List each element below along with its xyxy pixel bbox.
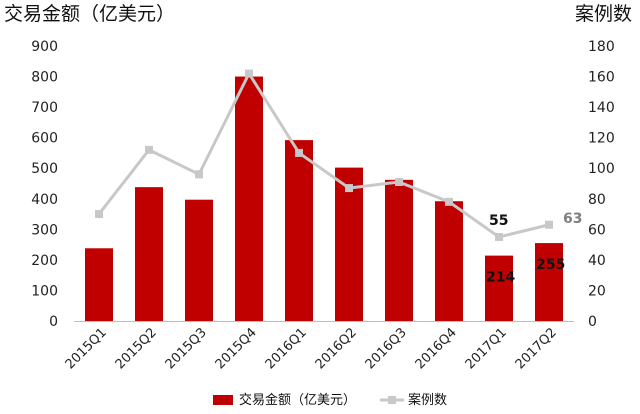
left-tick-label: 900 (31, 39, 58, 55)
bar (235, 76, 263, 321)
right-tick-label: 180 (588, 39, 615, 55)
x-axis-ticks: 2015Q1 2015Q2 2015Q3 2015Q4 2016Q1 2016Q2 2016… (63, 321, 574, 372)
legend-line-label: 案例数 (408, 393, 447, 408)
left-tick-label: 600 (31, 131, 58, 147)
line-point (95, 210, 103, 219)
left-tick-label: 400 (31, 192, 58, 208)
legend-bar-label: 交易金额（亿美元） (239, 392, 356, 408)
line-point (295, 148, 303, 157)
left-tick-label: 700 (31, 100, 58, 116)
x-tick-label: 2017Q1 (463, 325, 510, 372)
x-tick-label: 2015Q3 (163, 325, 210, 372)
left-tick-label: 800 (31, 70, 58, 86)
left-tick-label: 300 (31, 222, 58, 238)
right-tick-label: 100 (588, 161, 615, 177)
bar (185, 199, 213, 321)
x-tick-label: 2015Q2 (113, 325, 160, 372)
legend-bar-swatch (213, 395, 233, 405)
bar (535, 243, 563, 321)
data-label: 63 (563, 211, 582, 227)
line-point (195, 170, 203, 179)
x-tick-label: 2017Q2 (513, 325, 560, 372)
bar (285, 140, 313, 321)
right-tick-label: 140 (588, 100, 615, 116)
left-tick-label: 0 (49, 314, 58, 330)
right-tick-label: 0 (588, 314, 597, 330)
right-tick-label: 40 (588, 253, 606, 269)
right-tick-label: 160 (588, 70, 615, 86)
bar (485, 255, 513, 321)
line-point (495, 232, 503, 241)
line-point (245, 69, 253, 78)
line-point (445, 197, 453, 206)
bar (135, 187, 163, 321)
left-axis-title: 交易金额（亿美元） (4, 3, 175, 25)
line-series (95, 69, 553, 241)
data-labels: 55 63 214 255 (486, 211, 582, 286)
line-point (345, 184, 353, 193)
right-tick-label: 80 (588, 192, 606, 208)
line-point (395, 177, 403, 186)
left-tick-label: 100 (31, 283, 58, 299)
x-tick-label: 2016Q2 (313, 325, 360, 372)
x-tick-label: 2016Q3 (363, 325, 410, 372)
data-label: 55 (489, 213, 508, 229)
left-axis-ticks: 0 100 200 300 400 500 600 700 800 900 (31, 39, 58, 330)
x-tick-label: 2015Q1 (63, 325, 110, 372)
legend: 交易金额（亿美元） 案例数 (213, 392, 447, 408)
line-point (545, 220, 553, 229)
right-tick-label: 60 (588, 222, 606, 238)
x-tick-label: 2016Q1 (263, 325, 310, 372)
x-tick-label: 2015Q4 (213, 325, 260, 372)
line-point (145, 145, 153, 154)
left-tick-label: 200 (31, 253, 58, 269)
right-axis-ticks: 0 20 40 60 80 100 120 140 160 180 (588, 39, 615, 330)
data-label: 214 (486, 270, 515, 286)
series-line (97, 72, 550, 239)
legend-line-marker (388, 396, 396, 404)
bar (85, 248, 113, 321)
right-tick-label: 120 (588, 131, 615, 147)
x-tick-label: 2016Q4 (413, 325, 460, 372)
bar (385, 179, 413, 321)
data-label: 255 (536, 257, 565, 273)
bar (435, 201, 463, 321)
bar (335, 167, 363, 321)
left-tick-label: 500 (31, 161, 58, 177)
right-tick-label: 20 (588, 283, 606, 299)
bar-series (85, 76, 563, 321)
right-axis-title: 案例数 (575, 3, 632, 25)
